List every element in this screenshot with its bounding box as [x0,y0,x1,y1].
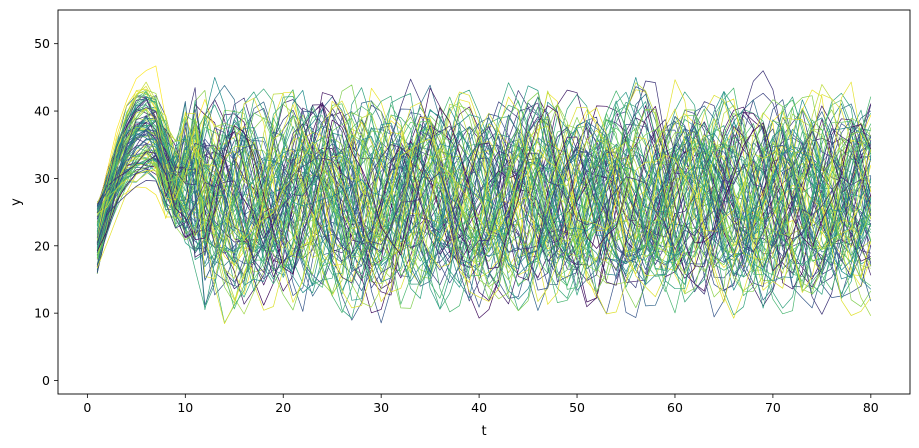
series-line [96,87,872,316]
y-axis-label: y [9,198,24,206]
series-line [96,113,872,302]
series-line [97,138,872,251]
x-axis-label: t [481,424,486,439]
series-line [96,105,872,275]
x-tick-label: 30 [373,400,389,415]
series-line [96,108,871,291]
x-tick-label: 70 [765,400,781,415]
series-line [96,114,872,282]
series-line [96,82,871,279]
y-tick-label: 40 [34,104,50,119]
series-line [96,146,872,285]
series-line [96,133,872,267]
series-line [96,95,872,247]
series-line [96,93,871,263]
x-tick-label: 10 [177,400,193,415]
series-line [96,121,872,290]
series-line [96,96,872,310]
y-tick-label: 10 [34,306,50,321]
y-tick-label: 50 [34,36,50,51]
series-line [96,104,871,286]
x-tick-label: 80 [863,400,879,415]
series-line [96,108,872,295]
x-tick-label: 60 [667,400,683,415]
series-line [96,115,872,273]
series-line [96,119,872,276]
y-tick-label: 20 [34,238,50,253]
series-line [96,92,872,272]
series-line [96,107,872,302]
y-axis: 0 10 20 30 40 50 [34,36,58,388]
x-tick-label: 50 [569,400,585,415]
series-layer [96,65,872,325]
x-tick-label: 0 [83,400,91,415]
y-tick-label: 30 [34,171,50,186]
plot-frame [57,9,911,395]
series-line [96,152,872,253]
series-line [96,99,872,319]
series-line [96,117,872,270]
series-line [96,89,872,307]
series-line [96,89,871,255]
series-line [96,117,872,253]
x-axis: 0 10 20 30 40 50 60 70 80 [83,394,879,415]
series-line [96,85,872,325]
x-tick-label: 20 [275,400,291,415]
series-line [96,77,872,292]
y-tick-label: 0 [42,373,50,388]
series-line [96,79,872,305]
x-tick-label: 40 [471,400,487,415]
series-line [96,120,871,251]
series-line [96,109,872,300]
